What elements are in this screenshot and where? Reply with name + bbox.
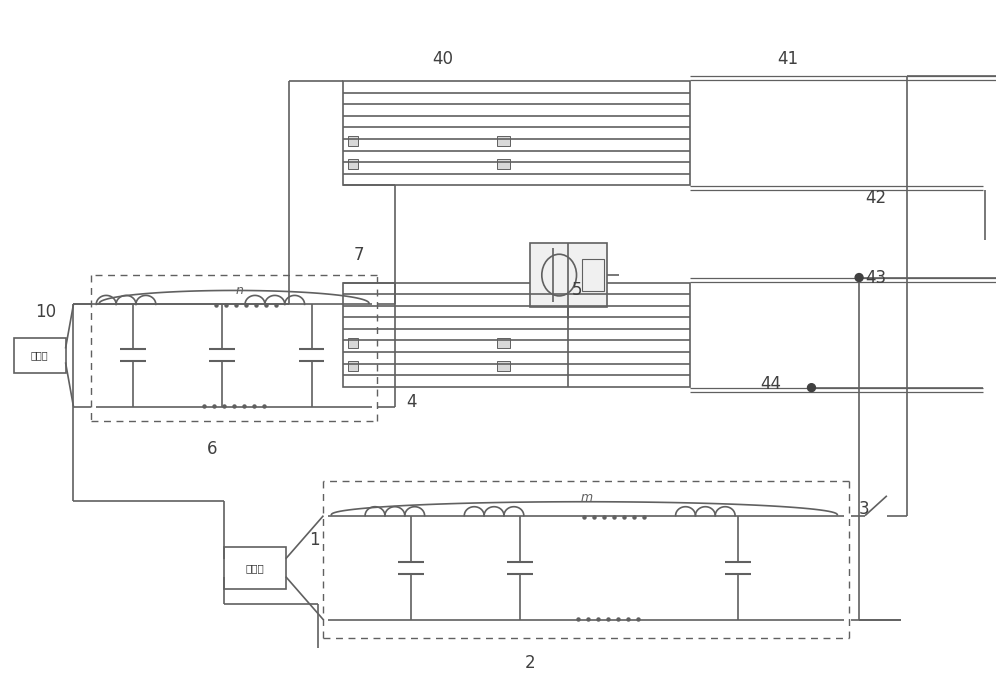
Bar — [348, 159, 358, 170]
Bar — [348, 361, 358, 371]
Text: 4: 4 — [406, 392, 416, 410]
Text: 40: 40 — [432, 51, 453, 69]
Bar — [348, 338, 358, 348]
Bar — [14, 338, 66, 373]
Bar — [497, 338, 510, 348]
Text: 42: 42 — [865, 189, 886, 207]
Text: n: n — [235, 284, 243, 298]
Text: 3: 3 — [859, 500, 870, 518]
Bar — [343, 81, 690, 185]
Text: m: m — [580, 491, 592, 504]
Bar — [582, 259, 604, 291]
Text: 44: 44 — [760, 374, 781, 392]
Bar — [348, 136, 358, 147]
Bar — [497, 159, 510, 170]
Text: 7: 7 — [353, 246, 364, 264]
Text: 43: 43 — [865, 268, 886, 286]
Text: 充电机: 充电机 — [31, 350, 49, 361]
Text: 5: 5 — [571, 282, 582, 300]
Bar — [497, 361, 510, 371]
Bar — [497, 136, 510, 147]
Circle shape — [855, 273, 863, 282]
Bar — [343, 282, 690, 387]
Bar — [530, 243, 607, 307]
Bar — [224, 547, 286, 588]
Circle shape — [808, 383, 815, 392]
Text: 41: 41 — [777, 51, 798, 69]
Ellipse shape — [542, 254, 577, 296]
Text: 2: 2 — [524, 653, 535, 671]
Text: 1: 1 — [310, 531, 320, 549]
Text: 6: 6 — [207, 440, 218, 458]
Text: 10: 10 — [35, 303, 56, 321]
Text: 充电机: 充电机 — [246, 563, 264, 573]
